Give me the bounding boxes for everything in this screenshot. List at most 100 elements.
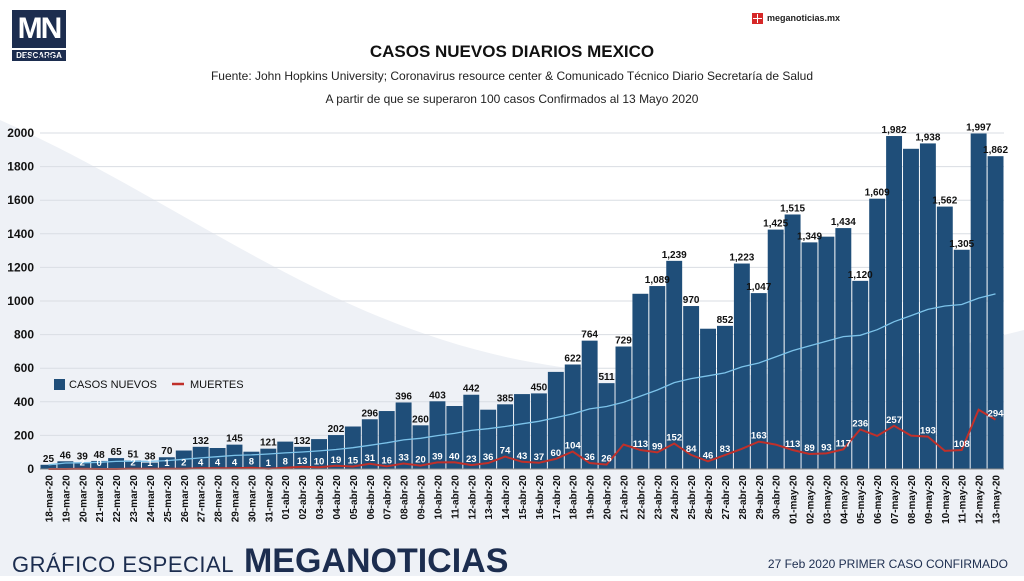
y-tick-label: 1800 bbox=[7, 160, 34, 174]
site-name: meganoticias.mx bbox=[767, 13, 841, 23]
x-tick-label: 01-abr-20 bbox=[281, 475, 292, 520]
x-tick-label: 12-may-20 bbox=[975, 475, 986, 524]
bar-value-label: 1,425 bbox=[763, 219, 788, 230]
deaths-value-label: 16 bbox=[381, 455, 392, 466]
deaths-value-label: 89 bbox=[804, 443, 815, 454]
bar-value-label: 852 bbox=[717, 315, 734, 326]
bar-value-label: 1,609 bbox=[865, 188, 890, 199]
bar-value-label: 1,515 bbox=[780, 203, 805, 214]
x-tick-label: 27-mar-20 bbox=[197, 475, 208, 523]
x-tick-label: 19-abr-20 bbox=[586, 475, 597, 520]
deaths-value-label: 84 bbox=[686, 444, 697, 455]
bar bbox=[615, 346, 632, 469]
bar-value-label: 260 bbox=[412, 414, 429, 425]
bar bbox=[57, 461, 74, 469]
bar-value-label: 622 bbox=[564, 354, 581, 365]
deaths-value-label: 163 bbox=[751, 431, 767, 442]
deaths-value-label: 0 bbox=[97, 458, 102, 469]
x-tick-label: 30-mar-20 bbox=[247, 475, 258, 523]
deaths-value-label: 15 bbox=[348, 455, 359, 466]
bar-value-label: 202 bbox=[328, 424, 345, 435]
deaths-value-label: 2 bbox=[130, 458, 135, 469]
deaths-value-label: 74 bbox=[500, 446, 511, 457]
bar bbox=[649, 286, 666, 469]
deaths-line bbox=[48, 408, 997, 470]
deaths-value-label: 236 bbox=[852, 418, 868, 429]
bar bbox=[463, 394, 480, 469]
deaths-value-label: 2 bbox=[181, 458, 186, 469]
deaths-value-label: 113 bbox=[785, 439, 800, 450]
deaths-value-label: 10 bbox=[314, 456, 325, 467]
bar-value-label: 70 bbox=[161, 446, 173, 457]
x-tick-label: 08-may-20 bbox=[907, 475, 918, 524]
x-tick-label: 06-abr-20 bbox=[366, 475, 377, 520]
deaths-value-label: 33 bbox=[398, 452, 409, 463]
x-tick-label: 25-mar-20 bbox=[163, 475, 174, 523]
y-tick-label: 1200 bbox=[7, 260, 34, 274]
bar-value-label: 1,997 bbox=[966, 123, 991, 134]
deaths-value-label: 93 bbox=[821, 442, 832, 453]
bar-value-label: 38 bbox=[144, 452, 156, 463]
x-tick-label: 10-abr-20 bbox=[433, 475, 444, 520]
bar-value-label: 970 bbox=[683, 295, 700, 306]
x-tick-label: 18-mar-20 bbox=[44, 475, 55, 523]
x-tick-label: 07-may-20 bbox=[890, 475, 901, 524]
x-tick-label: 23-abr-20 bbox=[653, 475, 664, 520]
bar bbox=[666, 260, 683, 469]
bar bbox=[750, 293, 767, 469]
y-tick-label: 1400 bbox=[7, 227, 34, 241]
trend-line bbox=[48, 293, 996, 466]
bar bbox=[412, 425, 429, 469]
deaths-value-label: 117 bbox=[836, 438, 851, 449]
x-tick-label: 13-may-20 bbox=[992, 475, 1003, 524]
deaths-value-label: 40 bbox=[449, 451, 460, 462]
x-tick-label: 08-abr-20 bbox=[400, 475, 411, 520]
bar bbox=[632, 293, 649, 469]
y-tick-label: 2000 bbox=[7, 126, 34, 140]
bar bbox=[395, 402, 412, 469]
bar bbox=[108, 458, 125, 469]
deaths-value-label: 1 bbox=[147, 458, 153, 469]
x-tick-label: 19-mar-20 bbox=[61, 475, 72, 523]
bar-value-label: 511 bbox=[598, 372, 615, 383]
y-tick-label: 1000 bbox=[7, 294, 34, 308]
x-tick-label: 25-abr-20 bbox=[687, 475, 698, 520]
bar bbox=[869, 198, 886, 470]
x-tick-label: 20-mar-20 bbox=[78, 475, 89, 523]
cross-icon bbox=[752, 12, 763, 24]
bar bbox=[480, 409, 497, 469]
bar bbox=[784, 214, 801, 469]
deaths-value-label: 99 bbox=[652, 441, 663, 452]
y-tick-label: 600 bbox=[14, 361, 34, 375]
bar-value-label: 1,120 bbox=[848, 270, 873, 281]
bar-value-label: 132 bbox=[192, 436, 209, 447]
logo-mn-mark: MN bbox=[12, 10, 66, 48]
deaths-value-label: 37 bbox=[534, 452, 545, 463]
x-tick-label: 15-abr-20 bbox=[518, 475, 529, 520]
deaths-value-label: 4 bbox=[215, 457, 221, 468]
deaths-value-label: 257 bbox=[886, 415, 902, 426]
legend-label-cases: CASOS NUEVOS bbox=[69, 379, 157, 391]
bar-value-label: 39 bbox=[77, 451, 89, 462]
bar-value-label: 1,349 bbox=[797, 231, 822, 242]
x-tick-label: 13-abr-20 bbox=[484, 475, 495, 520]
chart-title: CASOS NUEVOS DIARIOS MEXICO bbox=[369, 42, 655, 61]
x-tick-label: 09-abr-20 bbox=[417, 475, 428, 520]
x-tick-label: 27-abr-20 bbox=[721, 475, 732, 520]
bar bbox=[209, 448, 226, 469]
legend-label-deaths: MUERTES bbox=[190, 379, 244, 391]
bar bbox=[226, 444, 243, 469]
bar bbox=[530, 393, 547, 469]
bar-value-label: 1,305 bbox=[949, 239, 974, 250]
bar bbox=[903, 148, 919, 470]
deaths-value-label: 83 bbox=[720, 444, 731, 455]
deaths-value-label: 193 bbox=[920, 426, 936, 437]
x-tick-label: 09-may-20 bbox=[924, 475, 935, 524]
x-tick-label: 11-abr-20 bbox=[450, 475, 461, 519]
bar-value-label: 1,047 bbox=[746, 282, 771, 293]
bar bbox=[700, 328, 716, 469]
bar-value-label: 1,938 bbox=[915, 132, 940, 143]
logo-descarga-label: DESCARGA bbox=[12, 50, 66, 61]
logo-app-label: LA APP bbox=[24, 54, 54, 63]
deaths-value-label: 8 bbox=[283, 457, 288, 468]
